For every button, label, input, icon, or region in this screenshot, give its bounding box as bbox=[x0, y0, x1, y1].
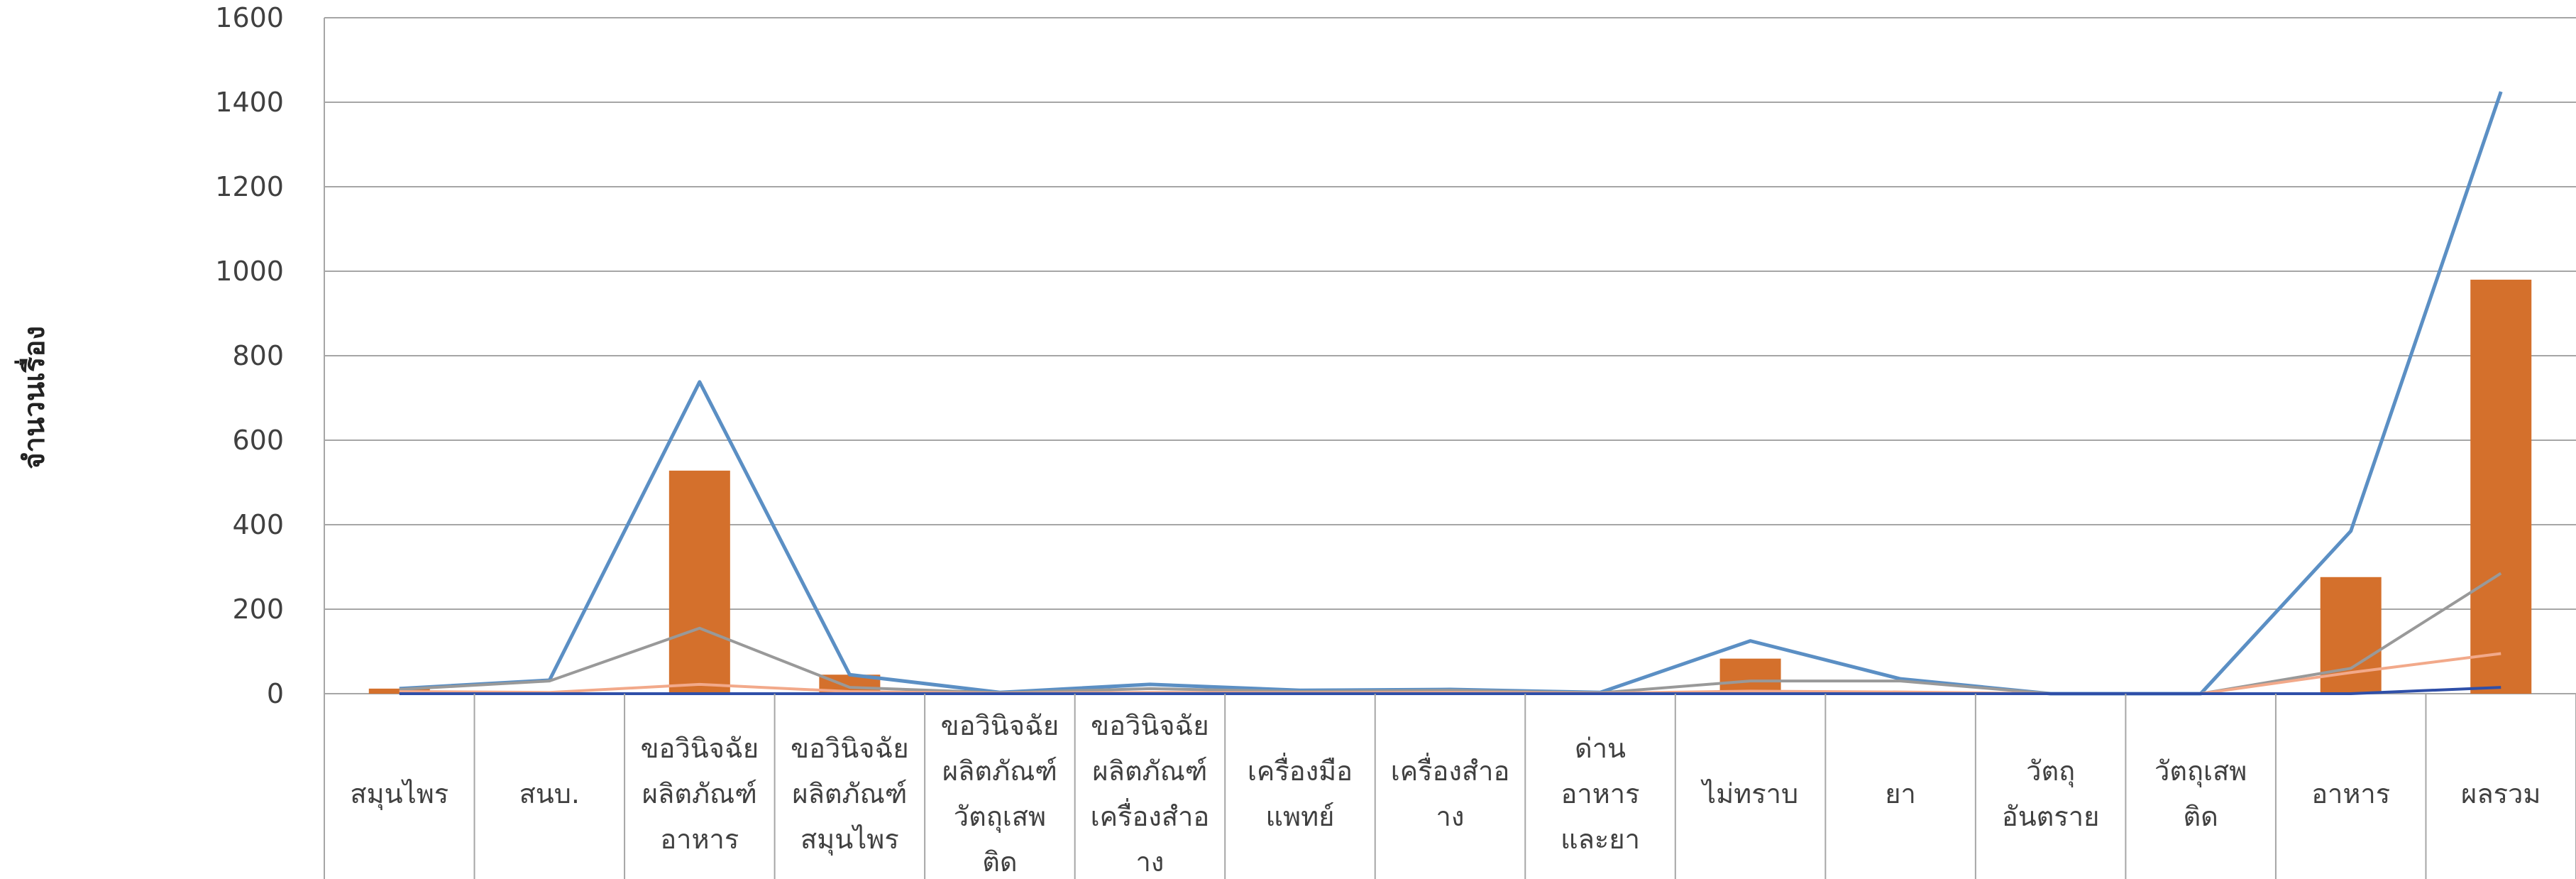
category-label: ผลิตภัณฑ์ bbox=[1092, 755, 1207, 787]
y-tick-label: 600 bbox=[232, 425, 284, 456]
category-label: สนบ. bbox=[519, 778, 580, 809]
category-label: ผลิตภัณฑ์ bbox=[942, 755, 1057, 787]
y-tick-label: 1000 bbox=[215, 256, 284, 287]
y-axis-title: จำนวนเรื่อง bbox=[14, 326, 51, 469]
category-label: าง bbox=[1436, 801, 1465, 832]
category-label: ขอวินิจฉัย bbox=[791, 733, 909, 764]
category-label: อาหาร bbox=[1561, 778, 1640, 809]
category-label: เครื่องมือ bbox=[1248, 753, 1353, 787]
category-label: เครื่องสำอ bbox=[1091, 798, 1210, 832]
category-label: แพทย์ bbox=[1266, 801, 1335, 832]
category-label: วัตถุเสพ bbox=[2154, 755, 2247, 787]
y-tick-label: 1400 bbox=[215, 87, 284, 118]
category-label: ติด bbox=[982, 846, 1017, 878]
bar bbox=[368, 688, 430, 694]
category-label: ติด bbox=[2183, 801, 2218, 832]
category-label: เครื่องสำอ bbox=[1391, 753, 1510, 787]
category-label: สมุนไพร bbox=[800, 824, 899, 856]
category-label: ขอวินิจฉัย bbox=[941, 710, 1059, 741]
category-label: อันตราย bbox=[2002, 801, 2100, 832]
y-tick-label: 800 bbox=[232, 340, 284, 371]
category-label: ขอวินิจฉัย bbox=[641, 733, 759, 764]
bar bbox=[1719, 658, 1781, 694]
category-label: วัตถุ bbox=[2026, 755, 2075, 787]
category-label: อาหาร bbox=[2311, 778, 2390, 809]
category-axis: สมุนไพร สนบ.ขอวินิจฉัยผลิตภัณฑ์อาหารขอวิน… bbox=[350, 694, 2576, 879]
y-tick-label: 400 bbox=[232, 509, 284, 540]
category-label: ไม่ทราบ bbox=[1700, 778, 1798, 809]
category-label: ยา bbox=[1885, 778, 1916, 809]
y-tick-label: 0 bbox=[267, 678, 284, 709]
category-label: อาหาร bbox=[660, 824, 739, 855]
category-label: วัตถุเสพ bbox=[954, 801, 1046, 833]
bar bbox=[2470, 279, 2532, 694]
y-tick-label: 1600 bbox=[215, 2, 284, 33]
y-tick-label: 1200 bbox=[215, 171, 284, 202]
category-label: าง bbox=[1135, 846, 1164, 878]
category-label: ผลิตภัณฑ์ bbox=[792, 778, 907, 809]
series-line bbox=[399, 686, 2501, 695]
category-label: และยา bbox=[1561, 824, 1640, 855]
y-tick-label: 200 bbox=[232, 594, 284, 625]
category-label: ผลิตภัณฑ์ bbox=[642, 778, 757, 809]
category-label: ด่าน bbox=[1575, 733, 1626, 764]
y-axis-ticks: 0 200 400 600 800 1000 1200 1400 1600 bbox=[215, 2, 284, 709]
category-label: สมุนไพร bbox=[350, 778, 448, 810]
category-label: ขอวินิจฉัย bbox=[1091, 710, 1209, 741]
bar bbox=[668, 470, 730, 694]
line-series bbox=[399, 91, 2503, 696]
category-label: ผลรวม bbox=[2461, 778, 2541, 809]
